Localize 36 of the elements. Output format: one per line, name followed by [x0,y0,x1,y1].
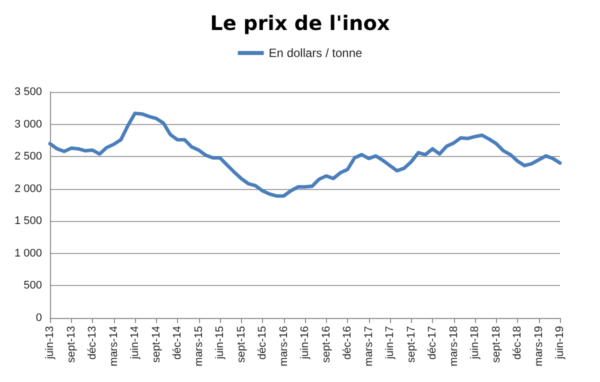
x-tick-label: juin-17 [384,326,396,360]
x-tick-label: sept-13 [65,326,78,363]
x-tick-label: juin-18 [469,326,481,360]
x-tick-label: mars-15 [192,326,205,366]
x-tick-label: mars-18 [448,326,460,366]
x-tick-label: déc-18 [512,326,524,360]
legend-label: En dollars / tonne [268,46,363,60]
y-tick-label: 0 [36,312,42,324]
x-tick-label: déc-15 [256,326,268,360]
x-tick-label: juin-14 [129,326,141,360]
y-tick-label: 1 000 [14,247,42,260]
x-tick-label: sept-15 [235,326,248,363]
y-tick-label: 2 000 [14,182,42,195]
x-tick-label: déc-16 [342,326,354,360]
line-series [48,112,562,198]
y-tick-label: 500 [24,280,42,292]
x-tick-label: sept-17 [405,326,418,363]
x-tick-label: mars-16 [278,326,290,366]
y-tick-label: 1 500 [14,215,42,228]
x-tick-label: mars-19 [532,326,545,366]
chart-title: Le prix de l'inox [210,11,390,35]
y-tick-label: 2 500 [14,150,42,163]
x-tick-label: juin-13 [44,326,56,360]
x-tick-label: déc-14 [172,326,184,360]
x-tick-label: déc-17 [426,326,438,360]
x-tick-label: juin-19 [554,326,566,360]
x-tick-label: juin-15 [214,326,226,360]
x-tick-label: sept-16 [320,326,332,363]
y-tick-label: 3 500 [14,86,42,98]
x-tick-label: déc-13 [86,326,98,360]
x-tick-label: mars-17 [362,326,375,366]
x-tick-label: sept-18 [490,326,502,363]
x-tick-label: mars-14 [108,326,120,366]
y-tick-label: 3 000 [14,118,42,130]
x-tick-label: juin-16 [299,326,311,360]
x-tick-label: sept-14 [150,326,162,363]
